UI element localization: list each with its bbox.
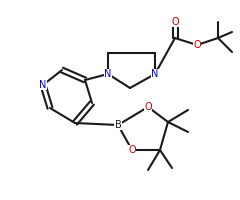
Text: B: B <box>115 120 121 130</box>
Text: O: O <box>128 145 136 155</box>
Text: N: N <box>39 80 47 90</box>
Text: N: N <box>104 69 112 79</box>
Text: O: O <box>144 102 152 112</box>
Text: O: O <box>193 40 201 50</box>
Text: O: O <box>171 17 179 27</box>
Text: N: N <box>151 69 159 79</box>
